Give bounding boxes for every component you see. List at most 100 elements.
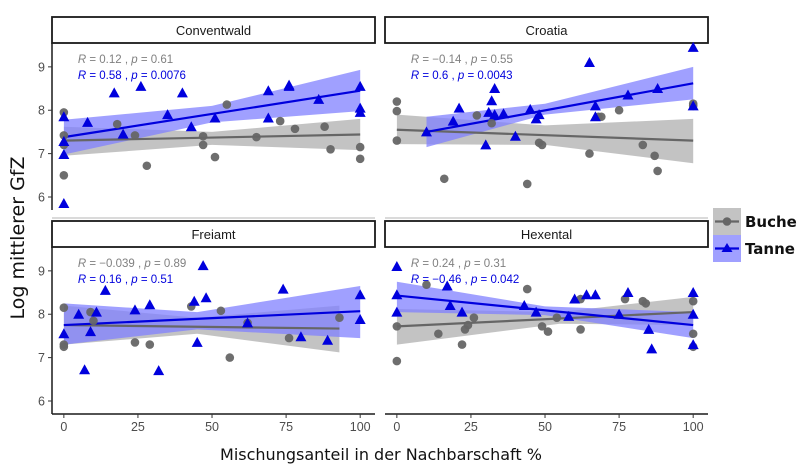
- y-tick-label: 6: [38, 394, 45, 408]
- data-point-buche: [552, 313, 562, 323]
- data-point-tanne: [524, 103, 536, 114]
- data-point-buche: [59, 131, 69, 140]
- data-point-buche: [688, 296, 698, 306]
- data-point-buche: [614, 105, 624, 115]
- panel-croatia: Croatia R = −0.14 , p = 0.55 R = 0.6 , p =…: [384, 16, 709, 219]
- legend: Buche Tanne: [713, 208, 797, 262]
- y-axis-title: Log mittlerer GfZ: [7, 157, 29, 320]
- data-point-buche: [198, 140, 208, 150]
- data-point-buche: [522, 179, 532, 189]
- data-point-tanne: [622, 89, 634, 100]
- data-point-tanne: [82, 116, 94, 127]
- fit-line-buche: [63, 133, 361, 142]
- data-point-buche: [355, 154, 365, 164]
- data-point-tanne: [489, 83, 501, 94]
- data-point-tanne: [79, 364, 91, 375]
- data-point-tanne: [191, 336, 203, 347]
- facet-title: Conventwald: [176, 23, 251, 38]
- facet-title: Freiamt: [191, 227, 235, 242]
- data-point-buche: [422, 280, 431, 290]
- data-point-tanne: [108, 87, 120, 98]
- x-tick-label: 75: [612, 420, 626, 434]
- data-point-tanne: [622, 287, 634, 298]
- y-tick-label: 7: [38, 351, 45, 365]
- data-point-tanne: [687, 100, 699, 111]
- data-point-buche: [537, 322, 547, 331]
- data-point-buche: [434, 329, 443, 339]
- data-point-tanne: [58, 328, 70, 339]
- data-point-buche: [522, 284, 532, 294]
- data-point-tanne: [144, 299, 156, 310]
- data-point-buche: [543, 327, 553, 336]
- data-point-tanne: [135, 80, 147, 91]
- legend-label: Tanne: [745, 240, 795, 258]
- data-point-tanne: [129, 304, 141, 315]
- data-point-buche: [537, 140, 547, 150]
- data-point-tanne: [420, 126, 432, 137]
- data-point-tanne: [58, 197, 70, 208]
- data-point-tanne: [509, 130, 521, 141]
- data-point-tanne: [483, 106, 495, 117]
- data-point-tanne: [58, 148, 70, 159]
- data-point-tanne: [58, 111, 70, 122]
- data-point-buche: [585, 149, 594, 158]
- x-axis-title: Mischungsanteil in der Nachbarschaft %: [220, 445, 542, 464]
- y-tick-label: 6: [38, 190, 45, 204]
- data-point-buche: [59, 170, 69, 180]
- data-point-tanne: [162, 109, 174, 120]
- data-point-tanne: [456, 306, 468, 317]
- data-point-tanne: [209, 112, 221, 123]
- data-point-buche: [130, 338, 140, 347]
- x-tick-label: 100: [683, 420, 704, 434]
- data-point-tanne: [185, 121, 197, 132]
- y-tick-label: 8: [38, 308, 45, 322]
- data-point-buche: [216, 306, 226, 316]
- x-tick-label: 50: [538, 420, 552, 434]
- data-point-tanne: [444, 300, 456, 311]
- stat-label-buche: R = −0.14 , p = 0.55: [411, 54, 513, 66]
- legend-label: Buche: [745, 213, 797, 231]
- data-point-tanne: [391, 261, 403, 272]
- x-tick-label: 0: [60, 420, 67, 434]
- data-point-tanne: [652, 83, 664, 94]
- facet-title: Croatia: [526, 23, 569, 38]
- fit-line-tanne: [63, 89, 361, 139]
- facet-title: Hexental: [521, 227, 572, 242]
- data-point-tanne: [498, 108, 510, 119]
- data-point-tanne: [643, 323, 655, 334]
- data-point-buche: [284, 333, 294, 343]
- data-point-tanne: [687, 287, 699, 298]
- data-point-buche: [439, 174, 449, 184]
- data-point-tanne: [687, 41, 699, 52]
- data-point-buche: [326, 144, 335, 154]
- data-point-buche: [59, 342, 69, 352]
- data-point-buche: [472, 111, 482, 120]
- data-point-tanne: [480, 139, 492, 150]
- data-point-tanne: [200, 292, 212, 303]
- data-point-buche: [392, 97, 402, 106]
- fit-line-buche: [396, 128, 694, 142]
- data-point-tanne: [354, 313, 366, 324]
- data-point-buche: [650, 151, 659, 161]
- fit-line-buche: [63, 323, 340, 330]
- data-point-buche: [487, 118, 496, 128]
- data-point-buche: [335, 313, 344, 323]
- data-point-buche: [392, 356, 402, 366]
- data-point-buche: [653, 166, 662, 176]
- data-point-tanne: [73, 308, 85, 319]
- data-point-buche: [392, 136, 402, 145]
- data-point-buche: [130, 131, 140, 140]
- data-point-tanne: [687, 308, 699, 319]
- data-point-tanne: [295, 331, 307, 342]
- facet-strip: [51, 16, 376, 44]
- data-point-tanne: [453, 102, 465, 113]
- legend-key-circle-icon: [722, 217, 732, 226]
- data-point-tanne: [581, 289, 593, 300]
- data-point-buche: [355, 142, 365, 152]
- data-point-tanne: [85, 326, 97, 337]
- data-point-tanne: [322, 334, 334, 345]
- data-point-tanne: [613, 308, 625, 319]
- data-point-buche: [225, 353, 235, 362]
- data-point-tanne: [486, 95, 498, 106]
- stat-label-tanne: R = −0.46 , p = 0.042: [411, 274, 519, 286]
